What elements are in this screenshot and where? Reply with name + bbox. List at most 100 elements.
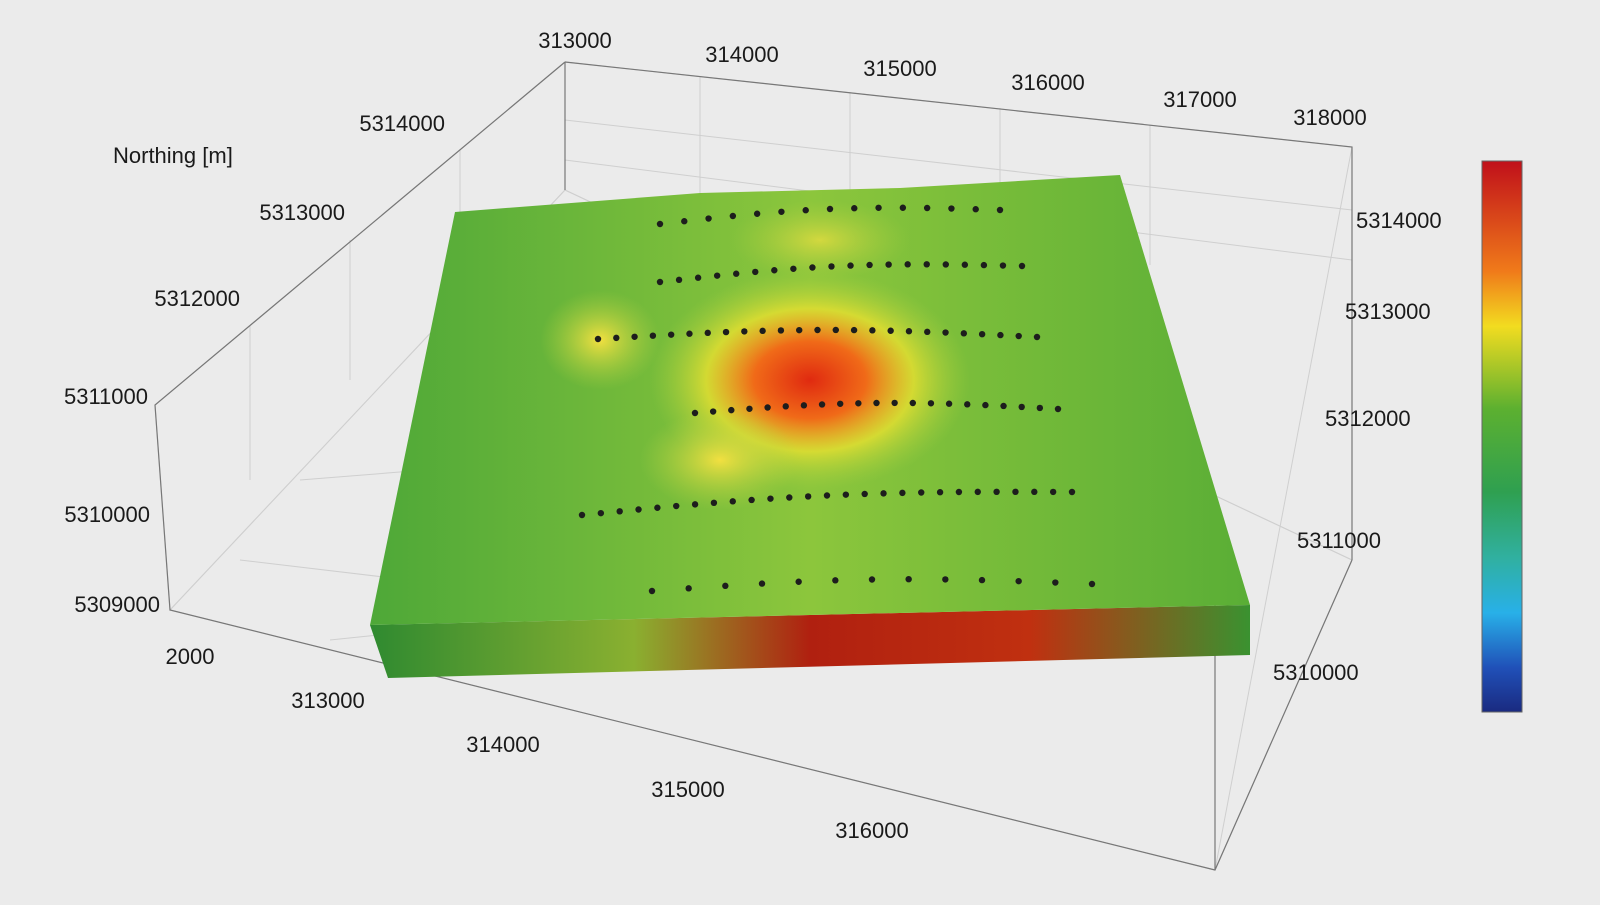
station-point [759, 327, 766, 335]
station-point [942, 261, 949, 268]
station-point [905, 575, 912, 583]
station-point [729, 498, 736, 505]
station-point [1031, 488, 1038, 496]
station-point [594, 335, 602, 343]
station-point [764, 404, 771, 411]
station-point [778, 208, 785, 215]
station-point [1088, 580, 1096, 588]
station-point [993, 488, 1000, 496]
station-point [868, 576, 876, 583]
station-point [974, 488, 981, 496]
tick-label: 318000 [1293, 105, 1366, 130]
station-point [899, 204, 907, 211]
tick-label: 313000 [538, 28, 611, 53]
tick-label: 316000 [1011, 70, 1084, 95]
station-point [923, 204, 931, 212]
station-point [753, 210, 761, 217]
station-point [795, 578, 802, 585]
station-point [909, 399, 916, 407]
station-point [899, 489, 906, 497]
station-point [748, 496, 755, 504]
station-point [982, 401, 989, 409]
station-point [578, 511, 586, 519]
station-point [918, 489, 925, 496]
station-point [648, 587, 656, 595]
station-point [904, 261, 911, 268]
terrain-block [370, 175, 1250, 678]
station-point [713, 272, 721, 279]
station-point [866, 261, 873, 269]
station-point [631, 333, 638, 340]
station-point [891, 399, 898, 407]
station-point [1015, 332, 1022, 340]
station-point [996, 206, 1004, 214]
station-point [924, 328, 931, 336]
station-point [752, 268, 759, 276]
station-point [597, 509, 605, 517]
station-point [709, 408, 717, 415]
station-point [656, 278, 664, 286]
station-point [694, 274, 702, 281]
station-point [681, 218, 688, 225]
station-point [1012, 488, 1019, 496]
axis-title: Northing [m] [113, 143, 233, 168]
tick-label: 5309000 [74, 592, 160, 617]
station-point [875, 204, 882, 211]
station-point [1068, 488, 1076, 496]
station-point [972, 206, 979, 213]
station-point [656, 220, 664, 228]
station-point [823, 492, 831, 499]
station-point [814, 326, 821, 334]
station-point [728, 406, 735, 414]
tick-label: 314000 [705, 42, 778, 67]
station-point [722, 582, 729, 590]
station-point [964, 401, 971, 408]
elevation-tick: 2000 [166, 644, 215, 669]
tick-label: 315000 [863, 56, 936, 81]
station-point [978, 330, 986, 338]
station-point [800, 402, 808, 409]
station-point [777, 327, 785, 334]
station-point [1036, 404, 1044, 412]
station-point [802, 207, 809, 214]
station-point [613, 334, 620, 342]
station-points [578, 204, 1096, 595]
station-point [1033, 333, 1041, 341]
station-point [861, 490, 868, 498]
station-point [704, 329, 711, 337]
station-point [796, 326, 803, 334]
tick-label: 5313000 [1345, 299, 1431, 324]
station-point [746, 405, 753, 412]
station-point [809, 264, 816, 271]
station-point [686, 330, 693, 337]
station-point [790, 265, 797, 272]
station-point [869, 327, 876, 334]
station-point [955, 488, 963, 496]
station-point [850, 326, 858, 334]
station-point [685, 585, 692, 592]
tick-label: 5311000 [1297, 528, 1381, 553]
station-point [948, 205, 955, 212]
station-point [832, 577, 839, 584]
station-point [880, 490, 887, 497]
station-point [826, 205, 834, 213]
station-point [942, 329, 949, 336]
station-point [999, 262, 1007, 269]
tick-label: 315000 [651, 777, 724, 802]
tick-label: 316000 [835, 818, 908, 843]
station-point [649, 332, 657, 339]
station-point [1015, 577, 1022, 585]
station-point [667, 331, 675, 338]
station-point [885, 261, 892, 268]
station-point [936, 489, 944, 496]
station-point [847, 262, 854, 269]
station-point [616, 508, 623, 515]
tick-label: 5314000 [359, 111, 445, 136]
station-point [927, 400, 935, 407]
station-point [945, 400, 953, 407]
station-point [729, 212, 737, 220]
tick-label: 5312000 [154, 286, 240, 311]
station-point [978, 576, 986, 584]
